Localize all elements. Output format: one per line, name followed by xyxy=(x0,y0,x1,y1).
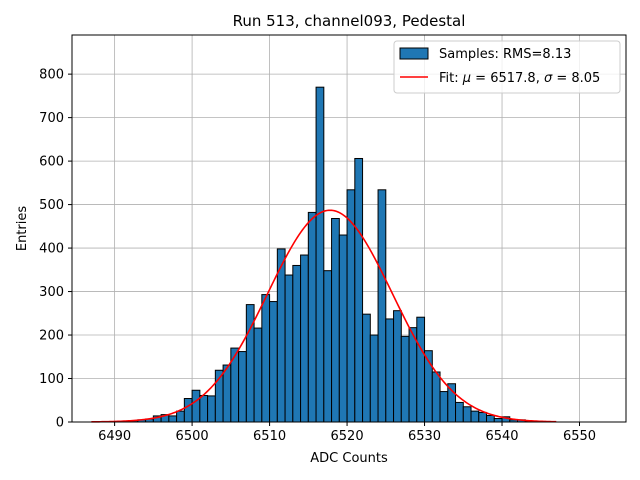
histogram-bar xyxy=(199,394,209,423)
histogram-bar xyxy=(276,248,286,423)
histogram-bar xyxy=(455,401,464,423)
histogram-bar xyxy=(362,313,371,423)
axes-frame xyxy=(71,34,627,423)
histogram-bar xyxy=(385,318,395,423)
histogram-bar xyxy=(207,395,216,423)
x-axis-label: ADC Counts xyxy=(310,451,388,466)
histogram-bar xyxy=(253,327,263,423)
histogram-bar xyxy=(486,414,495,423)
x-tick-label: 6530 xyxy=(408,429,441,444)
histogram-bar xyxy=(478,411,488,423)
y-tick-label: 200 xyxy=(39,329,64,344)
legend-fit-mu-symbol: μ xyxy=(462,71,471,86)
histogram-bar xyxy=(238,351,247,423)
histogram-bar xyxy=(261,294,271,423)
x-tick-label: 6500 xyxy=(176,429,209,444)
x-tick-label: 6510 xyxy=(253,429,286,444)
y-tick-label: 300 xyxy=(39,285,64,300)
legend-fit-label: Fit: μ = 6517.8, σ = 8.05 xyxy=(439,71,600,86)
ticks-layer: 6490 6500 6510 6520 6530 6540 6550 0 100 200 300 40… xyxy=(39,68,596,444)
chart-title: Run 513, channel093, Pedestal xyxy=(233,12,466,30)
legend-fit-mu-value: = 6517.8, xyxy=(471,71,544,86)
histogram-bar xyxy=(300,254,309,423)
y-tick-label: 600 xyxy=(39,155,64,170)
histogram-bar xyxy=(393,310,402,423)
y-tick-label: 100 xyxy=(39,372,64,387)
histogram-bar xyxy=(338,234,348,423)
histogram-bar xyxy=(168,415,178,423)
histogram-bar xyxy=(400,335,410,423)
histogram-bar xyxy=(416,316,426,423)
histogram-bar xyxy=(354,157,364,423)
legend-histogram-label: Samples: RMS=8.13 xyxy=(439,47,571,62)
histogram-bar xyxy=(431,371,441,423)
y-tick-label: 500 xyxy=(39,198,64,213)
y-tick-label: 800 xyxy=(39,68,64,83)
y-tick-label: 400 xyxy=(39,242,64,257)
y-axis-label: Entries xyxy=(15,206,30,252)
fit-layer xyxy=(91,209,557,423)
histogram-bar xyxy=(292,264,302,423)
x-tick-label: 6540 xyxy=(485,429,518,444)
histogram-bar xyxy=(377,189,387,423)
histogram-bar xyxy=(176,410,185,423)
x-tick-label: 6550 xyxy=(563,429,596,444)
histogram-bar xyxy=(331,217,340,423)
histogram-bar xyxy=(462,406,472,423)
histogram-bar xyxy=(408,327,418,423)
x-tick-label: 6490 xyxy=(98,429,131,444)
legend-box xyxy=(393,40,621,94)
legend: Samples: RMS=8.13 Fit: μ = 6517.8, σ = 8… xyxy=(393,40,621,94)
histogram-bar xyxy=(315,86,325,423)
y-tick-label: 0 xyxy=(56,416,64,431)
legend-fit-prefix: Fit: xyxy=(439,71,463,86)
histogram-bar xyxy=(183,398,193,423)
legend-fit-sigma-symbol: σ xyxy=(544,71,553,86)
histogram-bar xyxy=(269,301,278,423)
fit-curve xyxy=(91,209,557,423)
histogram-bar xyxy=(470,410,480,423)
histogram-bar xyxy=(323,270,333,423)
y-tick-label: 700 xyxy=(39,111,64,126)
histogram-bar xyxy=(284,274,294,423)
histogram-bar xyxy=(307,211,317,423)
histogram-bar xyxy=(369,334,379,423)
histogram-bar xyxy=(222,364,232,423)
histogram-bar xyxy=(191,389,201,423)
x-tick-label: 6520 xyxy=(331,429,364,444)
legend-fit-sigma-value: = 8.05 xyxy=(552,71,600,86)
histogram-bar xyxy=(493,418,503,423)
histogram-bar xyxy=(439,391,449,423)
legend-histogram-swatch xyxy=(399,47,429,60)
bars-layer xyxy=(106,86,542,423)
